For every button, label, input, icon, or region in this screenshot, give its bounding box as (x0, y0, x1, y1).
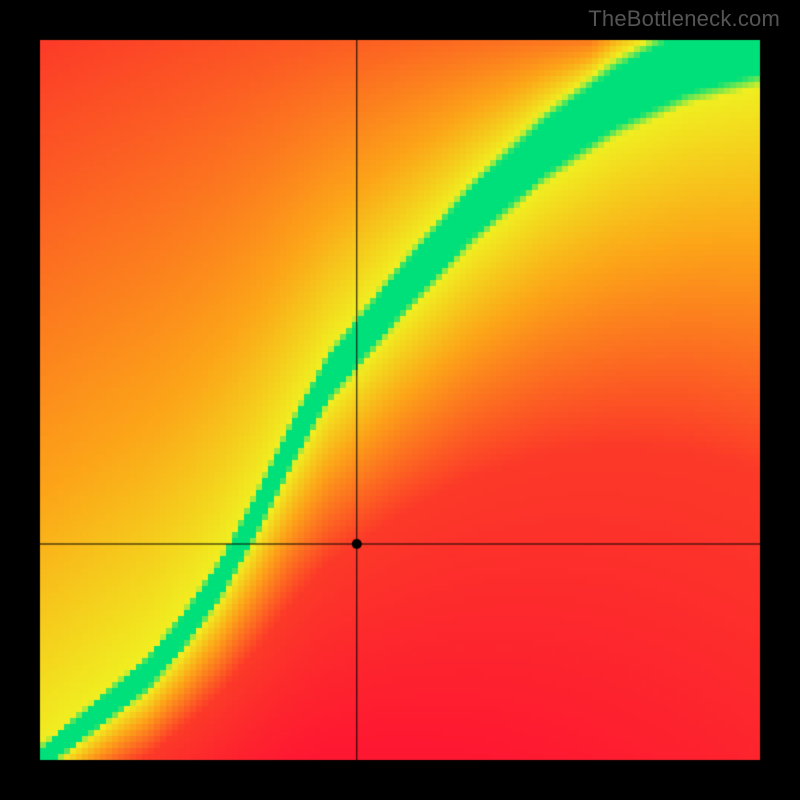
bottleneck-heatmap (0, 0, 800, 800)
watermark-text: TheBottleneck.com (588, 6, 780, 32)
chart-container: TheBottleneck.com (0, 0, 800, 800)
